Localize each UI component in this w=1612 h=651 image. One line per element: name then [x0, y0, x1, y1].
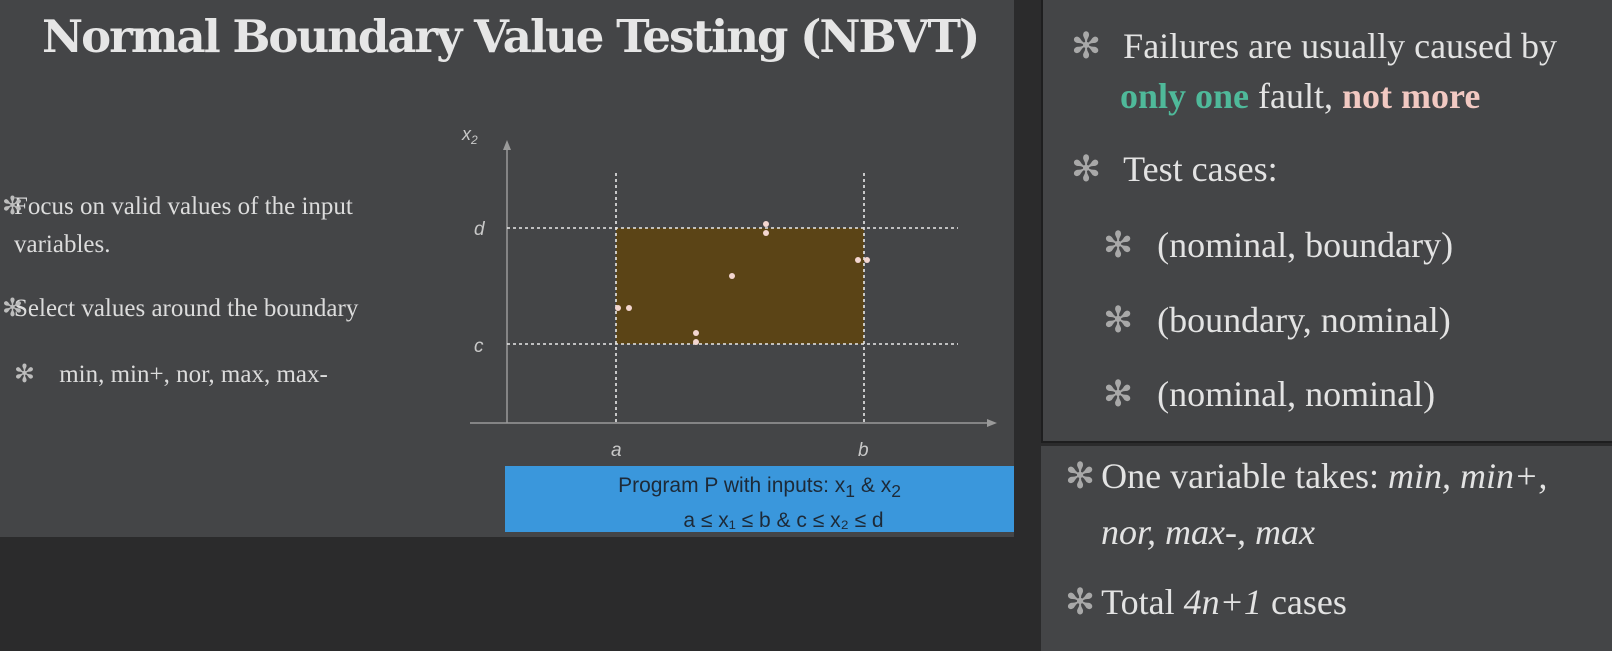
bullet-star-icon: ✻ [2, 295, 23, 322]
item-case-1: ✻ (nominal, boundary) [1103, 221, 1453, 269]
test-point [626, 305, 632, 311]
bullet-star-icon: ✻ [14, 361, 35, 388]
test-points [615, 221, 870, 345]
label-a: a [611, 440, 622, 461]
y-axis-label: x2 [461, 124, 478, 147]
label-b: b [858, 440, 869, 461]
bullet-star-icon: ✻ [1103, 300, 1134, 340]
item-failures-line2: only one fault, not more [1120, 72, 1480, 120]
bullet-star-icon: ✻ [1065, 582, 1096, 622]
y-axis-label-sub: 2 [470, 133, 478, 147]
boundary-diagram: x2 d c a b [461, 124, 997, 461]
item-one-variable-line2: nor, max-, max [1101, 512, 1315, 552]
y-axis-label-main: x [461, 124, 472, 144]
caption-line-2: a ≤ x₁ ≤ b & c ≤ x₂ ≤ d [683, 509, 884, 533]
one-variable-values: min, min+, [1388, 456, 1548, 496]
caption-sub: 2 [891, 481, 901, 502]
one-variable-text: One variable takes: [1101, 456, 1380, 496]
bullet-star-icon: ✻ [1071, 26, 1102, 66]
total-suffix: cases [1270, 582, 1347, 622]
total-prefix: Total [1101, 582, 1175, 622]
not-more-highlight: not more [1342, 76, 1481, 116]
bullet-focus-valid: ✻ Focus on valid values of the input var… [2, 188, 394, 264]
caption-line-1: Program P with inputs: x1 & x2 [505, 471, 1014, 506]
failures-text: Failures are usually caused by [1123, 26, 1558, 66]
test-point [729, 273, 735, 279]
caption-text: & x [855, 474, 892, 497]
bullet-star-icon: ✻ [1103, 374, 1134, 414]
item-case-3: ✻ (nominal, nominal) [1103, 370, 1435, 418]
program-caption: Program P with inputs: x1 & x2 a ≤ x₁ ≤ … [505, 466, 1014, 532]
slide-left: Normal Boundary Value Testing (NBVT) ✻ F… [0, 0, 1014, 537]
bullet-star-icon: ✻ [1103, 225, 1134, 265]
test-point [763, 221, 769, 227]
label-c: c [474, 336, 484, 357]
case-text: (nominal, nominal) [1157, 374, 1436, 414]
bullet-text: min, min+, nor, max, max- [59, 361, 328, 388]
right-panel-bottom: ✻ One variable takes: min, min+, nor, max… [1041, 446, 1612, 651]
item-total: ✻ Total 4n+1 cases [1065, 578, 1347, 626]
test-point [763, 230, 769, 236]
caption-sub: 1 [845, 481, 856, 502]
only-one-highlight: only one [1120, 76, 1250, 116]
test-point [615, 305, 621, 311]
caption-text: Program P with inputs: x [618, 474, 846, 497]
test-point [855, 257, 861, 263]
test-point [864, 257, 870, 263]
item-failures: ✻ Failures are usually caused by [1071, 22, 1557, 70]
test-point [693, 339, 699, 345]
x-axis-arrow [987, 419, 997, 427]
test-point [693, 330, 699, 336]
label-d: d [474, 219, 486, 240]
bullet-text: Select values around the boundary [14, 295, 359, 322]
case-text: (boundary, nominal) [1157, 300, 1451, 340]
bullet-text: Focus on valid values of the input varia… [14, 193, 353, 258]
bullet-star-icon: ✻ [1065, 456, 1096, 496]
test-cases-text: Test cases: [1123, 149, 1278, 189]
bullet-select-boundary: ✻ Select values around the boundary [2, 290, 414, 328]
page-title: Normal Boundary Value Testing (NBVT) [42, 10, 980, 63]
item-case-2: ✻ (boundary, nominal) [1103, 296, 1451, 344]
bullet-value-list: ✻ min, min+, nor, max, max- [14, 356, 394, 394]
item-test-cases: ✻ Test cases: [1071, 145, 1278, 193]
y-axis-arrow [503, 140, 511, 150]
fault-text: fault, [1249, 76, 1334, 116]
right-panel-top: ✻ Failures are usually caused by only one… [1041, 0, 1612, 443]
bullet-star-icon: ✻ [2, 193, 23, 220]
case-text: (nominal, boundary) [1157, 225, 1454, 265]
item-one-variable: ✻ One variable takes: min, min+, [1065, 452, 1547, 500]
bullet-star-icon: ✻ [1071, 149, 1102, 189]
input-domain-region [616, 228, 864, 344]
total-formula: 4n+1 [1183, 582, 1262, 622]
